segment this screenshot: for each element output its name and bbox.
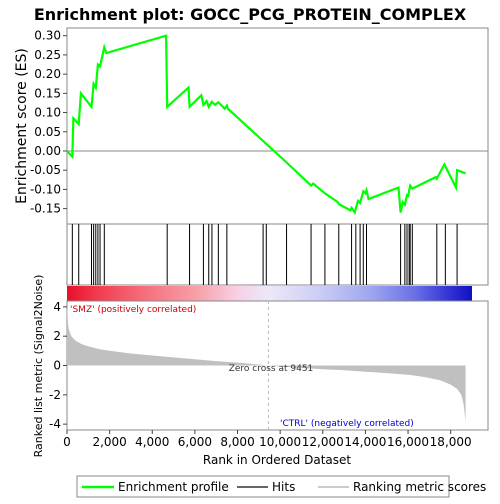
es-y-axis-label: Enrichment score (ES) <box>14 48 30 204</box>
es-y-tick-label: -0.15 <box>30 202 61 216</box>
metric-y-tick-label: 2 <box>53 329 61 343</box>
legend-label-profile: Enrichment profile <box>118 480 229 494</box>
x-tick-label: 4,000 <box>135 435 169 449</box>
legend-label-hits: Hits <box>272 480 295 494</box>
es-y-tick-label: -0.10 <box>30 182 61 196</box>
es-y-tick-label: 0.00 <box>34 144 61 158</box>
x-tick-label: 12,000 <box>302 435 344 449</box>
metric-y-axis: -4 -2 0 2 4 <box>49 300 67 431</box>
x-tick-label: 2,000 <box>92 435 126 449</box>
es-y-tick-label: 0.25 <box>34 48 61 62</box>
es-y-tick-label: 0.05 <box>34 125 61 139</box>
es-y-tick-label: 0.20 <box>34 67 61 81</box>
legend: Enrichment profile Hits Ranking metric s… <box>76 475 486 498</box>
metric-panel: -4 -2 0 2 4 0 2,000 4,000 6,000 8,000 10,000 12,00… <box>32 275 489 467</box>
positive-correlation-label: 'SMZ' (positively correlated) <box>70 305 196 315</box>
x-tick-label: 16,000 <box>387 435 429 449</box>
legend-label-ranking: Ranking metric scores <box>353 480 486 494</box>
metric-y-tick-label: 0 <box>53 359 61 373</box>
metric-y-tick-label: -2 <box>49 388 61 402</box>
x-tick-label: 8,000 <box>220 435 254 449</box>
es-y-axis: -0.15 -0.10 -0.05 0.00 0.05 0.10 0.15 0.20 0.25 0… <box>30 29 67 216</box>
metric-y-tick-label: 4 <box>53 300 61 314</box>
x-tick-label: 6,000 <box>178 435 212 449</box>
metric-y-axis-label: Ranked list metric (Signal2Noise) <box>32 275 45 458</box>
ranking-metric-area <box>67 305 466 422</box>
es-panel: -0.15 -0.10 -0.05 0.00 0.05 0.10 0.15 0.20 0.25 0… <box>14 27 489 225</box>
metric-x-axis: 0 2,000 4,000 6,000 8,000 10,000 12,000 14,000 1… <box>63 430 472 449</box>
metric-y-tick-label: -4 <box>49 417 61 431</box>
x-tick-label: 0 <box>63 435 71 449</box>
x-tick-label: 14,000 <box>344 435 386 449</box>
es-y-tick-label: 0.10 <box>34 106 61 120</box>
enrichment-profile-line <box>66 34 466 216</box>
hits-panel <box>66 223 489 286</box>
es-y-tick-label: 0.30 <box>34 29 61 43</box>
chart-title: Enrichment plot: GOCC_PCG_PROTEIN_COMPLE… <box>34 5 467 24</box>
zero-cross-label: Zero cross at 9451 <box>229 364 314 374</box>
hits-frame <box>66 223 489 286</box>
ranking-gradient-bar <box>67 286 472 301</box>
x-axis-label: Rank in Ordered Dataset <box>203 453 351 467</box>
es-y-tick-label: 0.15 <box>34 86 61 100</box>
negative-correlation-label: 'CTRL' (negatively correlated) <box>280 419 414 429</box>
hit-lines <box>71 224 458 285</box>
ranking-color-bar <box>67 286 472 301</box>
x-tick-label: 18,000 <box>430 435 472 449</box>
x-tick-label: 10,000 <box>259 435 301 449</box>
es-y-tick-label: -0.05 <box>30 163 61 177</box>
es-plot-frame <box>66 27 489 225</box>
